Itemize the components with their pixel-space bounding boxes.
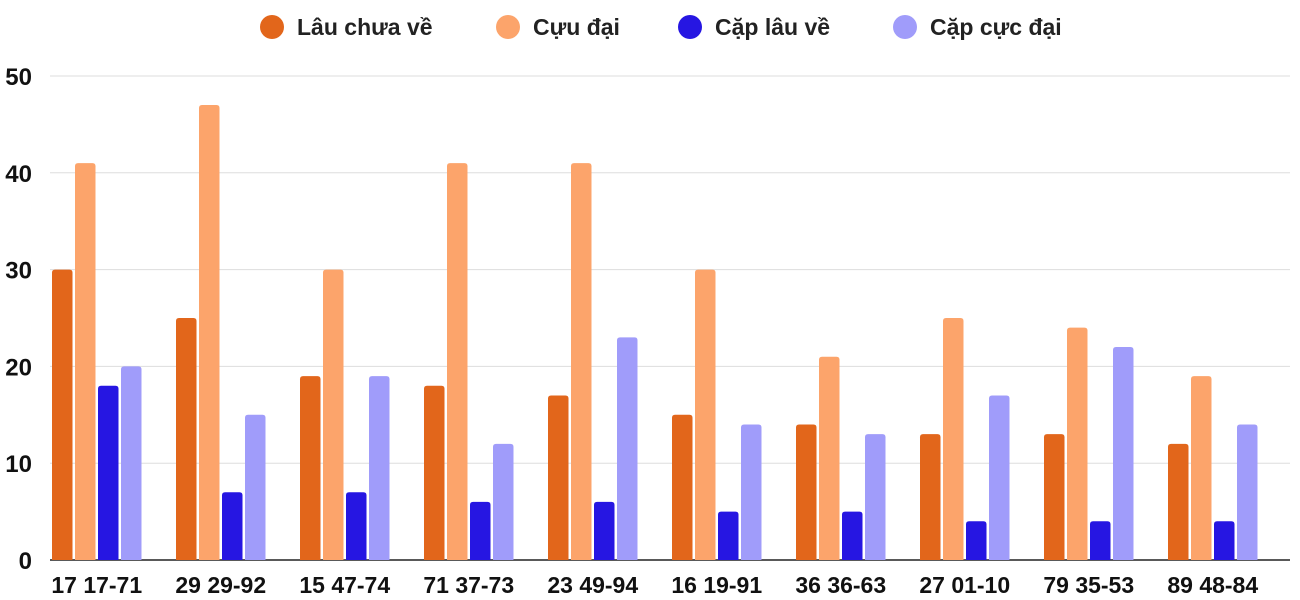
bar-group xyxy=(1168,376,1258,560)
bar xyxy=(617,337,638,560)
x-tick-label: 71 37-73 xyxy=(423,572,514,598)
bar xyxy=(493,443,514,560)
legend-swatch xyxy=(893,15,917,39)
bar xyxy=(842,511,863,560)
bar xyxy=(1214,521,1235,560)
y-axis: 0 10 20 30 40 50 xyxy=(5,64,32,575)
bar xyxy=(98,385,119,560)
chart-bars xyxy=(52,105,1258,560)
bar xyxy=(672,414,693,560)
x-tick-label: 89 48-84 xyxy=(1167,572,1258,598)
bar-group xyxy=(672,269,762,560)
legend-item: Cựu đại xyxy=(496,14,620,40)
x-tick-label: 36 36-63 xyxy=(795,572,886,598)
legend-item: Cặp lâu về xyxy=(678,14,830,40)
bar xyxy=(695,269,716,560)
bar xyxy=(222,492,243,560)
bar xyxy=(245,414,266,560)
x-tick-label: 16 19-91 xyxy=(671,572,762,598)
x-axis: 17 17-71 29 29-92 15 47-74 71 37-73 23 49-94… xyxy=(51,572,1258,598)
legend-swatch xyxy=(260,15,284,39)
bar xyxy=(1067,327,1088,560)
bar-group xyxy=(920,318,1010,560)
legend-label: Lâu chưa về xyxy=(297,14,433,40)
y-tick-label: 0 xyxy=(19,548,32,575)
x-tick-label: 27 01-10 xyxy=(919,572,1010,598)
bar xyxy=(1237,424,1258,560)
bar-group xyxy=(1044,327,1134,560)
y-tick-label: 20 xyxy=(5,354,32,381)
bar xyxy=(447,163,468,560)
bar xyxy=(1044,434,1065,560)
bar-group xyxy=(548,163,638,560)
chart-grid xyxy=(50,75,1290,561)
bar xyxy=(718,511,739,560)
bar xyxy=(920,434,941,560)
bar xyxy=(796,424,817,560)
legend-item: Cặp cực đại xyxy=(893,14,1062,40)
bar xyxy=(1191,376,1212,560)
legend-swatch xyxy=(678,15,702,39)
bar xyxy=(1168,443,1189,560)
x-tick-label: 17 17-71 xyxy=(51,572,142,598)
legend-item: Lâu chưa về xyxy=(260,14,433,40)
x-tick-label: 23 49-94 xyxy=(547,572,638,598)
y-tick-label: 40 xyxy=(5,161,32,188)
bar xyxy=(571,163,592,560)
bar xyxy=(300,376,321,560)
bar xyxy=(424,385,445,560)
x-tick-label: 29 29-92 xyxy=(175,572,266,598)
legend-swatch xyxy=(496,15,520,39)
legend-label: Cựu đại xyxy=(533,14,620,40)
bar-group xyxy=(796,356,886,560)
bar xyxy=(323,269,344,560)
bar xyxy=(1090,521,1111,560)
y-tick-label: 30 xyxy=(5,258,32,285)
bar xyxy=(594,501,615,560)
legend-label: Cặp cực đại xyxy=(930,14,1062,40)
bar xyxy=(943,318,964,560)
legend-label: Cặp lâu về xyxy=(715,14,830,40)
x-tick-label: 79 35-53 xyxy=(1043,572,1134,598)
bar-group xyxy=(300,269,390,560)
bar xyxy=(865,434,886,560)
bar-group xyxy=(176,105,266,560)
bar xyxy=(369,376,390,560)
bar xyxy=(1113,347,1134,560)
x-tick-label: 15 47-74 xyxy=(299,572,390,598)
bar xyxy=(199,105,220,560)
bar xyxy=(346,492,367,560)
bar xyxy=(819,356,840,560)
bar-group xyxy=(424,163,514,560)
y-tick-label: 50 xyxy=(5,64,32,91)
bar-group xyxy=(52,163,142,560)
bar xyxy=(52,269,73,560)
bar xyxy=(176,318,197,560)
y-tick-label: 10 xyxy=(5,451,32,478)
bar xyxy=(548,395,569,560)
bar xyxy=(470,501,491,560)
bar xyxy=(75,163,96,560)
chart-legend: Lâu chưa về Cựu đại Cặp lâu về Cặp cực đại xyxy=(260,14,1062,40)
bar xyxy=(989,395,1010,560)
bar xyxy=(741,424,762,560)
bar xyxy=(121,366,142,560)
bar xyxy=(966,521,987,560)
